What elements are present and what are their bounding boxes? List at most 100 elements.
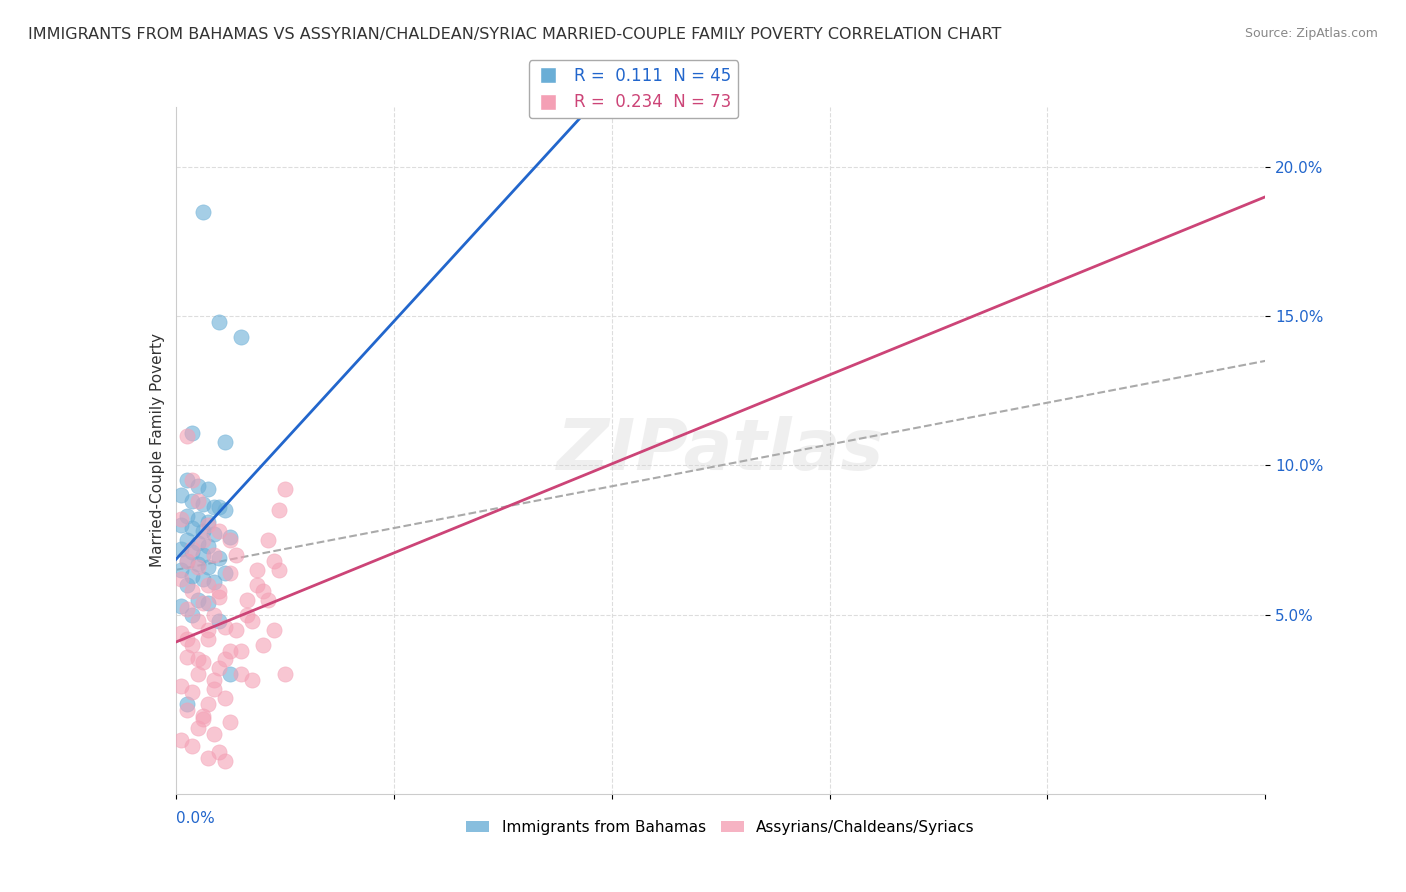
Point [186, 652, 209, 666]
Point [214, 503, 236, 517]
Point [181, 521, 204, 535]
Point [246, 578, 269, 592]
Point [208, 661, 231, 675]
Point [269, 563, 291, 577]
Point [235, 592, 257, 607]
Point [252, 583, 274, 598]
Point [181, 583, 204, 598]
Point [191, 596, 214, 610]
Point [176, 698, 198, 712]
Point [191, 204, 214, 219]
Point [274, 483, 297, 497]
Point [208, 500, 231, 515]
Point [197, 578, 219, 592]
Point [214, 691, 236, 706]
Point [181, 545, 204, 559]
Point [219, 566, 242, 580]
Y-axis label: Married-Couple Family Poverty: Married-Couple Family Poverty [149, 334, 165, 567]
Point [191, 497, 214, 511]
Point [191, 533, 214, 547]
Point [202, 574, 225, 589]
Point [181, 541, 204, 556]
Point [202, 682, 225, 697]
Point [202, 673, 225, 688]
Point [202, 727, 225, 741]
Point [170, 572, 193, 586]
Point [240, 673, 263, 688]
Point [197, 596, 219, 610]
Point [191, 572, 214, 586]
Point [214, 620, 236, 634]
Point [186, 560, 209, 574]
Point [263, 623, 285, 637]
Point [235, 607, 257, 622]
Point [197, 623, 219, 637]
Point [191, 524, 214, 538]
Point [202, 548, 225, 562]
Point [176, 632, 198, 646]
Point [219, 530, 242, 544]
Point [231, 643, 253, 657]
Point [219, 533, 242, 547]
Point [197, 698, 219, 712]
Text: ZIPatlas: ZIPatlas [557, 416, 884, 485]
Point [257, 533, 280, 547]
Point [197, 483, 219, 497]
Point [186, 557, 209, 571]
Point [208, 583, 231, 598]
Point [214, 754, 236, 768]
Point [202, 527, 225, 541]
Point [181, 473, 204, 487]
Point [181, 494, 204, 508]
Point [214, 652, 236, 666]
Point [208, 524, 231, 538]
Point [269, 503, 291, 517]
Point [176, 533, 198, 547]
Point [170, 563, 193, 577]
Point [170, 518, 193, 533]
Point [191, 712, 214, 726]
Point [170, 733, 193, 747]
Point [181, 425, 204, 440]
Point [197, 560, 219, 574]
Point [170, 541, 193, 556]
Point [219, 667, 242, 681]
Point [214, 434, 236, 449]
Text: 0.0%: 0.0% [176, 811, 215, 826]
Point [197, 632, 219, 646]
Point [197, 539, 219, 553]
Point [197, 515, 219, 529]
Point [181, 685, 204, 699]
Point [202, 500, 225, 515]
Point [176, 554, 198, 568]
Point [252, 638, 274, 652]
Point [197, 751, 219, 765]
Point [231, 667, 253, 681]
Point [208, 614, 231, 628]
Point [208, 551, 231, 566]
Point [186, 592, 209, 607]
Point [170, 679, 193, 693]
Point [176, 649, 198, 664]
Point [170, 488, 193, 502]
Point [181, 569, 204, 583]
Point [208, 590, 231, 604]
Point [186, 536, 209, 550]
Point [170, 512, 193, 526]
Point [202, 607, 225, 622]
Text: Source: ZipAtlas.com: Source: ZipAtlas.com [1244, 27, 1378, 40]
Point [181, 638, 204, 652]
Point [219, 643, 242, 657]
Point [186, 479, 209, 493]
Point [263, 554, 285, 568]
Point [181, 739, 204, 753]
Point [176, 554, 198, 568]
Point [186, 614, 209, 628]
Point [240, 614, 263, 628]
Point [208, 745, 231, 759]
Point [176, 601, 198, 615]
Point [186, 494, 209, 508]
Point [176, 578, 198, 592]
Point [181, 607, 204, 622]
Point [176, 703, 198, 717]
